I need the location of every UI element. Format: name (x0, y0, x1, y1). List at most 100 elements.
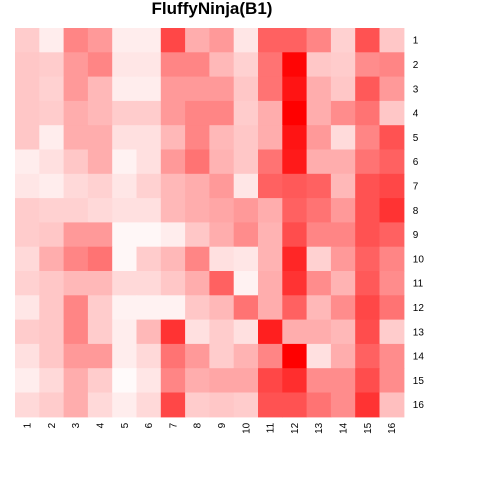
heatmap-cell-r9-c1 (15, 222, 40, 248)
heatmap-cell-r11-c16 (379, 271, 405, 296)
heatmap-cell-r16-c11 (258, 392, 283, 418)
heatmap-cell-r5-c3 (63, 125, 89, 151)
heatmap-cell-r3-c13 (306, 76, 332, 102)
heatmap-cell-r5-c10 (233, 125, 259, 151)
heatmap-cell-r2-c5 (112, 52, 138, 78)
heatmap-cell-r2-c14 (330, 52, 356, 78)
y-tick-label: 9 (413, 230, 419, 241)
heatmap-cell-r8-c13 (306, 198, 332, 223)
heatmap-cell-r13-c16 (379, 319, 405, 345)
heatmap-cell-r6-c11 (258, 149, 283, 175)
heatmap-cell-r16-c10 (233, 392, 259, 418)
chart-title: FluffyNinja(B1) (152, 0, 273, 18)
y-tick-label: 1 (413, 36, 419, 47)
heatmap-cell-r13-c10 (233, 319, 259, 345)
heatmap-cell-r4-c12 (282, 100, 308, 126)
heatmap-cell-r1-c9 (209, 28, 235, 53)
heatmap-cell-r10-c9 (209, 246, 235, 272)
heatmap-cell-r9-c3 (63, 222, 89, 248)
heatmap-cell-r15-c11 (258, 368, 283, 394)
heatmap-cell-r10-c4 (87, 246, 113, 272)
heatmap-cell-r11-c2 (39, 271, 65, 296)
heatmap-cell-r9-c5 (112, 222, 138, 248)
heatmap-cell-r4-c1 (15, 100, 40, 126)
heatmap-cell-r13-c3 (63, 319, 89, 345)
heatmap-cell-r10-c13 (306, 246, 332, 272)
heatmap-cell-r13-c7 (160, 319, 186, 345)
heatmap-cell-r3-c14 (330, 76, 356, 102)
heatmap-cell-r13-c12 (282, 319, 308, 345)
heatmap-cell-r10-c15 (355, 246, 381, 272)
heatmap-cell-r2-c15 (355, 52, 381, 78)
heatmap-cell-r14-c15 (355, 343, 381, 369)
heatmap-cell-r3-c1 (15, 76, 40, 102)
y-tick-label: 14 (413, 352, 425, 363)
heatmap-cell-r2-c11 (258, 52, 283, 78)
heatmap-cell-r10-c3 (63, 246, 89, 272)
heatmap-cell-r2-c10 (233, 52, 259, 78)
heatmap-cell-r7-c14 (330, 173, 356, 199)
heatmap-cell-r7-c7 (160, 173, 186, 199)
heatmap-cell-r4-c7 (160, 100, 186, 126)
heatmap-cell-r12-c2 (39, 295, 65, 321)
x-tick-label: 15 (363, 422, 374, 434)
heatmap-cell-r4-c10 (233, 100, 259, 126)
heatmap-cell-r15-c3 (63, 368, 89, 394)
heatmap-cell-r12-c16 (379, 295, 405, 321)
heatmap-cell-r9-c16 (379, 222, 405, 248)
heatmap-cell-r7-c4 (87, 173, 113, 199)
heatmap-cell-r7-c13 (306, 173, 332, 199)
heatmap-cell-r1-c15 (355, 28, 381, 53)
heatmap-cell-r11-c1 (15, 271, 40, 296)
heatmap-cell-r1-c10 (233, 28, 259, 53)
heatmap-cell-r12-c1 (15, 295, 40, 321)
x-tick-label: 8 (193, 422, 204, 428)
heatmap-cell-r5-c2 (39, 125, 65, 151)
heatmap-cell-r7-c12 (282, 173, 308, 199)
heatmap-cell-r6-c4 (87, 149, 113, 175)
heatmap-cell-r10-c12 (282, 246, 308, 272)
x-tick-label: 6 (144, 422, 155, 428)
heatmap-cell-r1-c16 (379, 28, 405, 53)
heatmap-cell-r16-c14 (330, 392, 356, 418)
heatmap-cell-r8-c6 (136, 198, 162, 223)
heatmap-cell-r10-c8 (185, 246, 210, 272)
heatmap-cell-r9-c15 (355, 222, 381, 248)
heatmap-cell-r12-c4 (87, 295, 113, 321)
heatmap-cell-r15-c14 (330, 368, 356, 394)
heatmap-cell-r12-c13 (306, 295, 332, 321)
heatmap-cell-r11-c4 (87, 271, 113, 296)
heatmap-cell-r1-c7 (160, 28, 186, 53)
heatmap-cell-r3-c16 (379, 76, 405, 102)
y-tick-label: 10 (413, 254, 425, 265)
heatmap-cell-r3-c6 (136, 76, 162, 102)
y-tick-label: 15 (413, 376, 425, 387)
heatmap-cell-r15-c8 (185, 368, 210, 394)
heatmap-cell-r8-c4 (87, 198, 113, 223)
heatmap-cell-r15-c15 (355, 368, 381, 394)
heatmap-cell-r9-c12 (282, 222, 308, 248)
heatmap-cell-r11-c14 (330, 271, 356, 296)
heatmap-cell-r11-c7 (160, 271, 186, 296)
heatmap-cell-r13-c1 (15, 319, 40, 345)
heatmap-cell-r12-c14 (330, 295, 356, 321)
heatmap-cell-r2-c9 (209, 52, 235, 78)
heatmap-cell-r12-c7 (160, 295, 186, 321)
heatmap-cell-r1-c3 (63, 28, 89, 53)
x-axis-tick-labels: 1 2 3 4 5 6 7 8 9 10 11 12 13 14 15 16 (23, 422, 398, 434)
heatmap-cell-r7-c3 (63, 173, 89, 199)
heatmap-cell-r8-c5 (112, 198, 138, 223)
heatmap-cell-r12-c15 (355, 295, 381, 321)
heatmap-cell-r14-c8 (185, 343, 210, 369)
heatmap-cell-r16-c1 (15, 392, 40, 418)
heatmap-cell-r4-c2 (39, 100, 65, 126)
heatmap-cell-r3-c8 (185, 76, 210, 102)
heatmap-cell-r8-c11 (258, 198, 283, 223)
heatmap-cell-r4-c8 (185, 100, 210, 126)
heatmap-cell-r9-c9 (209, 222, 235, 248)
heatmap-cell-r3-c11 (258, 76, 283, 102)
heatmap-cell-r11-c11 (258, 271, 283, 296)
heatmap-cell-r4-c4 (87, 100, 113, 126)
heatmap-cell-r5-c11 (258, 125, 283, 151)
